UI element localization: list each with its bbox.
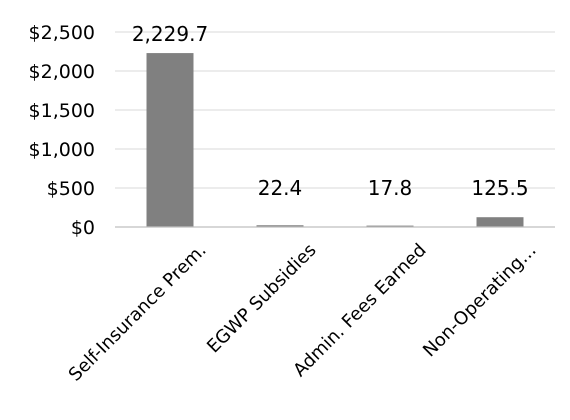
y-tick-label: $1,500 xyxy=(29,100,95,122)
data-label: 2,229.7 xyxy=(132,22,208,46)
x-category-label: Self-Insurance Prem. xyxy=(65,240,211,386)
y-tick-label: $1,000 xyxy=(29,139,95,161)
y-tick-label: $500 xyxy=(47,178,95,200)
y-tick-label: $2,000 xyxy=(29,61,95,83)
data-label: 22.4 xyxy=(258,176,303,200)
data-label: 17.8 xyxy=(368,176,413,200)
data-label: 125.5 xyxy=(471,176,528,200)
y-tick-label: $2,500 xyxy=(29,22,95,44)
y-tick-label: $0 xyxy=(71,217,95,239)
bar xyxy=(146,53,194,227)
bar xyxy=(476,217,524,227)
data-labels: 2,229.7 22.4 17.8 125.5 xyxy=(132,22,529,200)
bar xyxy=(256,225,304,227)
bar xyxy=(366,225,414,227)
y-axis-tick-labels: $0 $500 $1,000 $1,500 $2,000 $2,500 xyxy=(29,22,95,239)
x-category-label: Non-Operating… xyxy=(419,240,541,362)
x-axis-category-labels: Self-Insurance Prem.EGWP SubsidiesAdmin.… xyxy=(65,240,541,386)
x-category-label: EGWP Subsidies xyxy=(203,240,321,358)
bars xyxy=(146,53,524,227)
